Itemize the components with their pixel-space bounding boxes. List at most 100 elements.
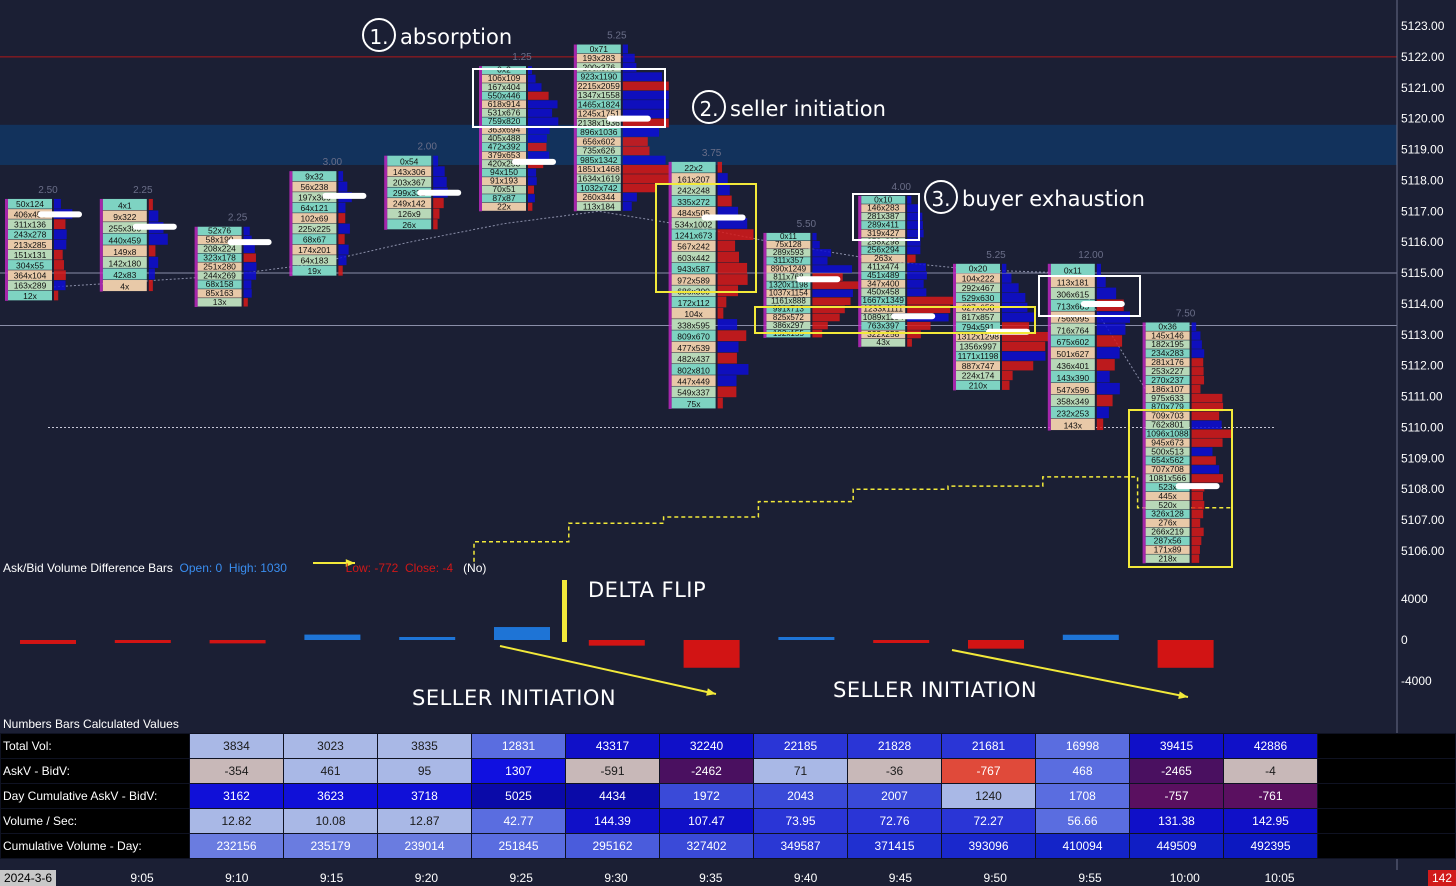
footprint-cell [387, 187, 432, 198]
footprint-cell-label: 405x488 [488, 133, 521, 143]
table-cell: 10.08 [283, 808, 378, 834]
footprint-cell-label: 335x272 [677, 197, 710, 207]
price-tick-label: 5120.00 [1401, 112, 1445, 126]
footprint-cell [482, 134, 526, 143]
price-tick-label: 5114.00 [1401, 297, 1444, 311]
table-cell: 142.95 [1223, 808, 1318, 834]
row-label: Cumulative Volume - Day: [0, 833, 190, 859]
footprint-cell [671, 307, 716, 319]
footprint-cell [671, 206, 716, 218]
bar-tag-label: 12.00 [1078, 250, 1103, 261]
volume-profile-bar [812, 281, 859, 289]
footprint-cell [1050, 371, 1095, 383]
footprint-cell [1145, 322, 1190, 331]
volume-profile-bar [907, 288, 927, 297]
volume-profile-bar [717, 161, 722, 173]
delta-bar [494, 627, 550, 640]
volume-profile-bar [717, 307, 724, 319]
seller-arrow-2 [951, 649, 1189, 698]
volume-profile-bar [717, 285, 739, 297]
volume-profile-bar [717, 173, 728, 184]
volume-profile-bar [622, 118, 669, 128]
volume-profile-bar [1002, 312, 1034, 322]
footprint-cell-label: 266x219 [1151, 527, 1184, 537]
volume-profile-bar [1191, 358, 1204, 367]
volume-profile-bar [148, 268, 155, 280]
table-cell: 43317 [565, 733, 660, 759]
volume-profile-bar [1191, 474, 1224, 483]
volume-profile-bar [528, 91, 549, 100]
footprint-cell-label: 197x366 [298, 193, 331, 203]
footprint-cell-label: 363x694 [488, 124, 521, 134]
footprint-cell [861, 321, 906, 330]
footprint-cell-label: 260x344 [582, 192, 615, 202]
footprint-cell [671, 184, 716, 196]
volume-profile-bar [1002, 380, 1010, 390]
volume-profile-bar [433, 208, 440, 219]
volume-profile-bar [528, 151, 550, 160]
footprint-cell-label: 923x1190 [580, 72, 617, 82]
footprint-cell [671, 274, 716, 285]
volume-profile-bar [1002, 370, 1013, 381]
footprint-cell-label: 450x458 [867, 287, 900, 297]
table-cell: 2043 [753, 783, 848, 809]
footprint-bar: 0x10146x283281x387289x411319x427258x2982… [858, 182, 954, 347]
footprint-cell-label: 218x [1158, 553, 1177, 563]
footprint-cell [861, 296, 906, 305]
footprint-cell [197, 298, 242, 307]
footprint-cell-label: 896x1036 [580, 127, 618, 137]
volume-profile-bar [338, 255, 347, 266]
footprint-cell-label: 213x285 [14, 240, 47, 250]
footprint-cell [197, 280, 242, 289]
volume-profile-bar [1002, 331, 1048, 342]
price-tick-label: 5106.00 [1401, 544, 1445, 558]
footprint-cell-label: 802x810 [677, 365, 710, 375]
volume-profile-bar [1096, 418, 1104, 431]
time-tick-label: 9:55 [1078, 871, 1102, 885]
table-cell: 235179 [283, 833, 378, 859]
footprint-cell [1145, 518, 1190, 528]
delta-bar [588, 640, 645, 646]
table-cell: 12831 [471, 733, 566, 759]
footprint-cell [1145, 331, 1190, 340]
footprint-cell [671, 397, 716, 409]
footprint-cell [671, 352, 716, 364]
volume-profile-bar [907, 212, 923, 221]
footprint-cell-label: 1356x997 [959, 341, 997, 351]
volume-profile-bar [1096, 311, 1130, 323]
footprint-cell-label: 281x387 [867, 211, 900, 221]
volume-profile-bar [1096, 287, 1117, 300]
footprint-cell [956, 293, 1000, 303]
footprint-cell-label: 208x224 [203, 244, 236, 254]
footprint-cell [1050, 418, 1095, 431]
table-cell: 32240 [659, 733, 754, 759]
footprint-cell-label: 50x124 [16, 199, 44, 209]
footprint-cell-label: 794x591 [962, 322, 995, 332]
table-cell: -757 [1129, 783, 1224, 809]
footprint-cell-label: 567x242 [677, 242, 710, 252]
volume-profile-bar [528, 134, 547, 143]
footprint-cell-label: 482x437 [677, 354, 710, 364]
footprint-cell-label: 91x193 [490, 176, 518, 186]
footprint-cell-label: 85x163 [206, 288, 234, 298]
footprint-cell-label: 975x633 [1151, 393, 1184, 403]
footprint-cell-label: 445x [1158, 491, 1177, 501]
time-tick-label: 9:05 [130, 871, 154, 885]
footprint-cell-label: 143x306 [393, 167, 426, 177]
volume-profile-bar [54, 198, 61, 209]
footprint-cell [861, 204, 906, 213]
footprint-cell-label: 232x253 [1056, 409, 1089, 419]
footprint-cell-label: 440x459 [108, 235, 141, 245]
footprint-cell-label: 4x1 [118, 201, 132, 211]
highlight-box [754, 306, 1036, 334]
footprint-cell-label: 256x294 [867, 245, 900, 255]
footprint-cell [482, 177, 526, 186]
volume-profile-bar [812, 249, 832, 257]
volume-profile-bar [433, 166, 445, 177]
footprint-cell-label: 113x181 [1057, 278, 1089, 288]
volume-profile-bar [1191, 465, 1220, 474]
footprint-cell-label: 386x297 [773, 321, 804, 330]
footprint-cell-label: 520x [1158, 500, 1177, 510]
footprint-cell [766, 321, 811, 330]
